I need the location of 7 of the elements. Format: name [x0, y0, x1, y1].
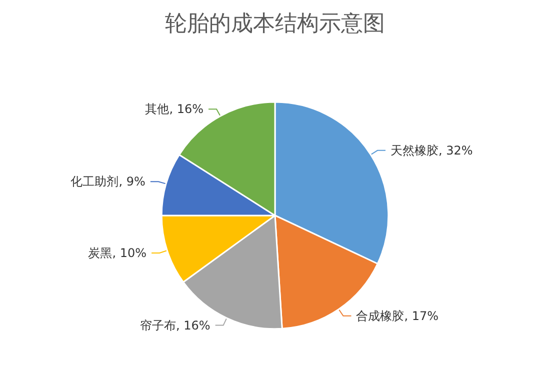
slice-label: 其他, 16% — [145, 102, 204, 116]
slice-label: 合成橡胶, 17% — [356, 308, 439, 323]
slice-label: 天然橡胶, 32% — [390, 143, 473, 158]
slice-label: 帘子布, 16% — [140, 318, 210, 332]
slice-label: 化工助剂, 9% — [70, 174, 146, 189]
chart-title: 轮胎的成本结构示意图 — [165, 12, 385, 36]
slice-label: 炭黑, 10% — [88, 246, 147, 260]
